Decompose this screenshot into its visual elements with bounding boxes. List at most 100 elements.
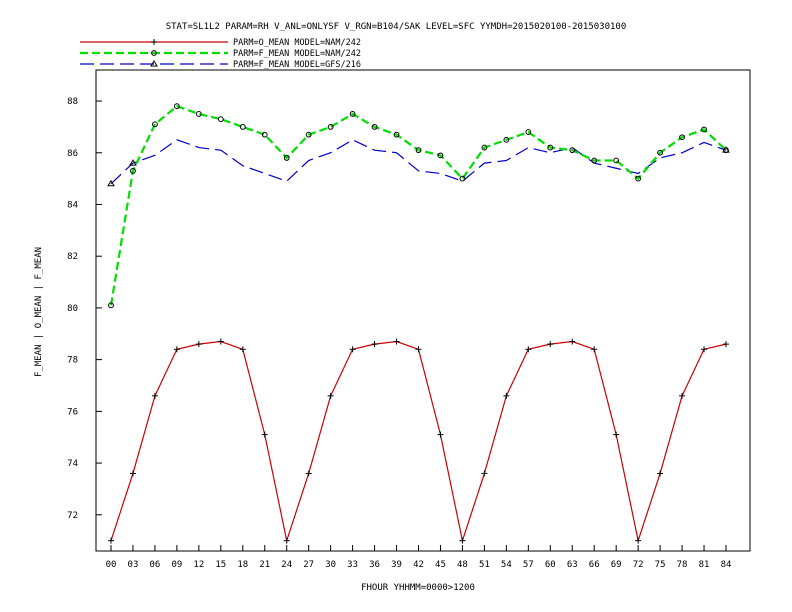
- x-tick-label: 72: [633, 560, 644, 570]
- y-tick-label: 72: [67, 511, 78, 521]
- y-tick-label: 82: [67, 252, 78, 262]
- y-tick-label: 76: [67, 407, 78, 417]
- data-point-circle: [239, 123, 246, 130]
- data-point-plus: [283, 537, 290, 544]
- data-point-circle: [723, 147, 729, 154]
- chart-title: STAT=SL1L2 PARAM=RH V_ANL=ONLYSF V_RGN=B…: [166, 22, 627, 32]
- data-point-plus: [261, 431, 268, 438]
- data-point-circle: [415, 147, 422, 154]
- x-tick-label: 39: [391, 560, 402, 570]
- x-tick-label: 33: [347, 560, 358, 570]
- data-point-plus: [503, 392, 510, 399]
- data-point-plus: [723, 341, 729, 348]
- series-2: [108, 103, 729, 309]
- y-tick-label: 80: [67, 304, 78, 314]
- data-point-plus: [569, 338, 576, 345]
- data-point-circle: [569, 147, 576, 154]
- x-tick-label: 63: [567, 560, 578, 570]
- data-point-circle: [152, 121, 158, 128]
- y-tick-label: 84: [67, 200, 78, 210]
- data-point-plus: [151, 39, 157, 45]
- data-point-triangle: [107, 179, 115, 187]
- data-point-circle: [349, 111, 356, 117]
- legend-label: PARM=F_MEAN MODEL=NAM/242: [233, 49, 361, 59]
- x-axis: 00 03 06 09 12 15 18 21 24 27 30 33 36 39 42 45 48 51 54 57…: [106, 545, 732, 570]
- y-tick-label: 74: [67, 459, 78, 469]
- data-point-plus: [437, 431, 444, 438]
- x-tick-label: 66: [589, 560, 600, 570]
- data-point-plus: [415, 346, 422, 353]
- y-axis-label: F_MEAN | O_MEAN | F_MEAN: [34, 247, 44, 377]
- data-point-circle: [701, 126, 707, 133]
- data-point-circle: [525, 129, 532, 135]
- data-point-circle: [283, 155, 290, 161]
- x-tick-label: 36: [369, 560, 380, 570]
- data-point-plus: [305, 470, 312, 477]
- data-point-plus: [481, 470, 488, 477]
- legend-item: PARM=F_MEAN MODEL=GFS/216: [80, 60, 361, 70]
- series-1: [108, 338, 729, 544]
- x-tick-label: 09: [171, 560, 182, 570]
- data-point-plus: [459, 537, 466, 544]
- data-point-circle: [327, 123, 334, 130]
- series-line: [109, 104, 727, 306]
- data-point-circle: [261, 131, 268, 138]
- x-tick-label: 69: [611, 560, 622, 570]
- data-point-circle: [217, 116, 224, 123]
- y-axis: 72 74 76 78 80 82 84 86 88: [67, 97, 102, 521]
- data-point-circle: [437, 152, 444, 159]
- x-tick-label: 42: [413, 560, 424, 570]
- data-point-plus: [591, 346, 598, 353]
- x-tick-label: 15: [215, 560, 226, 570]
- data-point-circle: [481, 144, 488, 151]
- x-tick-label: 81: [699, 560, 710, 570]
- legend-item: PARM=O_MEAN MODEL=NAM/242: [80, 38, 361, 48]
- data-point-triangle: [129, 159, 137, 166]
- series-group: [107, 103, 730, 544]
- x-tick-label: 75: [655, 560, 666, 570]
- data-point-circle: [613, 157, 620, 164]
- data-point-circle: [393, 131, 400, 138]
- x-tick-label: 00: [106, 560, 117, 570]
- data-point-circle: [635, 175, 642, 182]
- data-point-plus: [525, 346, 532, 353]
- data-point-plus: [547, 341, 554, 348]
- x-tick-label: 24: [281, 560, 292, 570]
- x-tick-label: 03: [128, 560, 139, 570]
- data-point-circle: [195, 111, 202, 117]
- data-point-circle: [657, 149, 664, 156]
- x-tick-label: 57: [523, 560, 534, 570]
- data-point-circle: [371, 123, 378, 130]
- x-tick-label: 84: [721, 560, 732, 570]
- data-point-triangle: [150, 60, 158, 67]
- data-point-plus: [349, 346, 356, 353]
- y-tick-label: 88: [67, 97, 78, 107]
- data-point-plus: [108, 537, 114, 544]
- data-point-plus: [393, 338, 400, 345]
- y-tick-label: 78: [67, 356, 78, 366]
- x-tick-label: 60: [545, 560, 556, 570]
- x-tick-label: 30: [325, 560, 336, 570]
- data-point-plus: [679, 392, 686, 399]
- x-tick-label: 12: [193, 560, 204, 570]
- series-line: [110, 340, 727, 543]
- x-tick-label: 54: [501, 560, 512, 570]
- data-point-circle: [130, 167, 136, 174]
- data-point-plus: [173, 346, 180, 353]
- legend-item: PARM=F_MEAN MODEL=NAM/242: [80, 49, 361, 59]
- x-tick-label: 78: [677, 560, 688, 570]
- legend-label: PARM=F_MEAN MODEL=GFS/216: [233, 60, 361, 70]
- data-point-circle: [459, 175, 466, 182]
- data-point-plus: [613, 431, 620, 438]
- x-tick-label: 45: [435, 560, 446, 570]
- data-point-plus: [239, 346, 246, 353]
- data-point-circle: [547, 144, 554, 151]
- legend-label: PARM=O_MEAN MODEL=NAM/242: [233, 38, 361, 48]
- plot-frame: [95, 69, 751, 552]
- data-point-plus: [217, 338, 224, 345]
- data-point-circle: [305, 131, 312, 138]
- data-point-plus: [327, 392, 334, 399]
- data-point-plus: [129, 470, 136, 477]
- data-point-circle: [151, 50, 157, 56]
